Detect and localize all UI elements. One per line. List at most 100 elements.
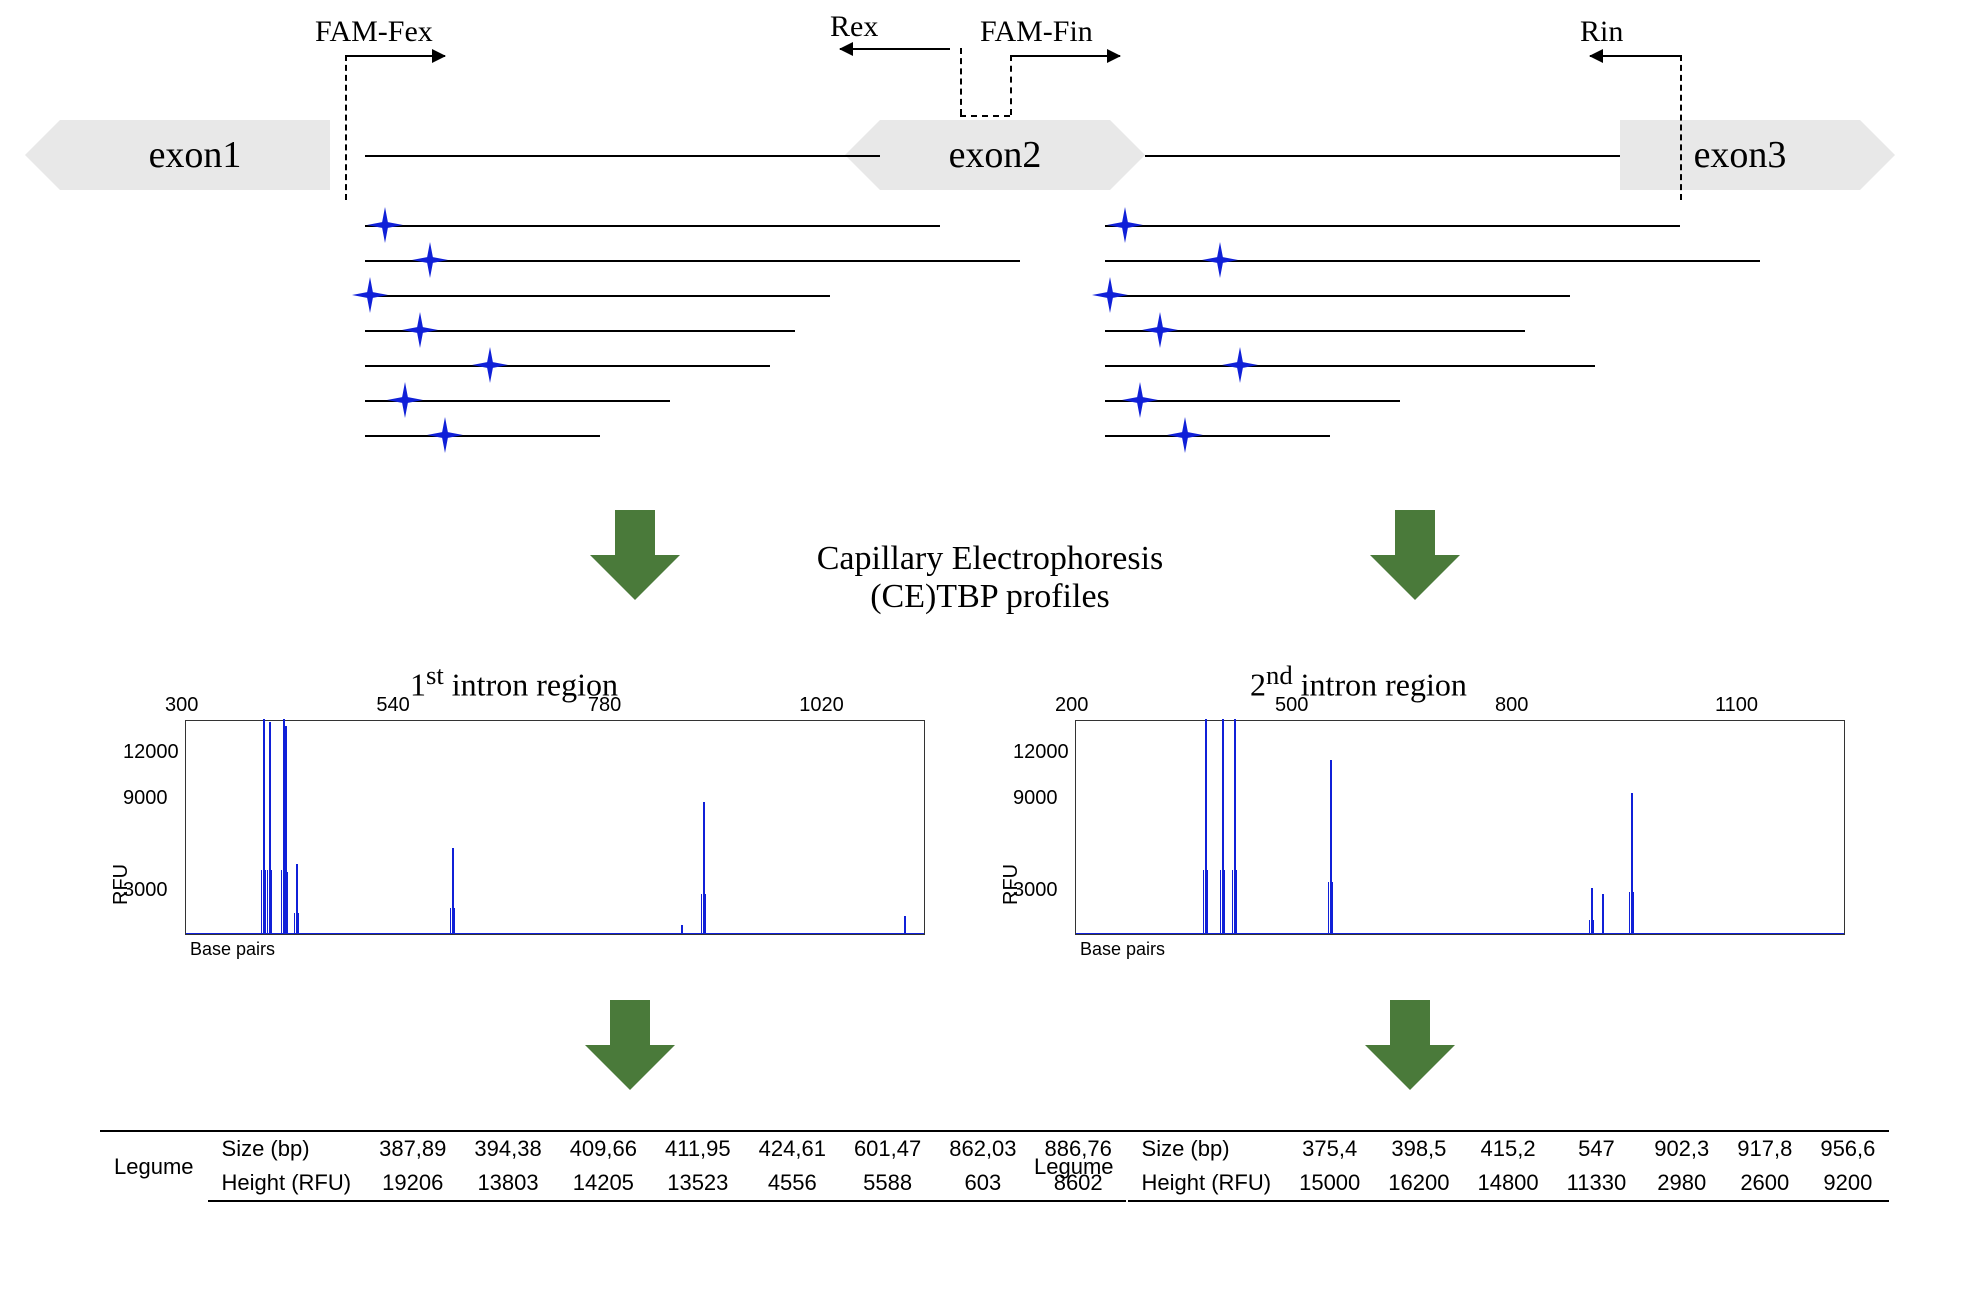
cell: 16200 bbox=[1374, 1166, 1463, 1201]
primer-dash-rin bbox=[1680, 55, 1682, 200]
row-label: Size (bp) bbox=[1128, 1131, 1286, 1166]
exon-exon2: exon2 bbox=[880, 120, 1110, 190]
exon-exon1: exon1 bbox=[60, 120, 330, 190]
cell: 13523 bbox=[651, 1166, 745, 1201]
cell: 375,4 bbox=[1285, 1131, 1374, 1166]
cell: 917,8 bbox=[1723, 1131, 1806, 1166]
ce-profile-right bbox=[1075, 720, 1845, 935]
primer-dash-fam-fin bbox=[1010, 55, 1012, 115]
star-icon bbox=[1092, 277, 1128, 313]
star-icon bbox=[1107, 207, 1143, 243]
x-tick-label: 200 bbox=[1055, 694, 1088, 717]
star-icon bbox=[1142, 312, 1178, 348]
x-tick-label: 1020 bbox=[799, 694, 844, 717]
row-label: Height (RFU) bbox=[1128, 1166, 1286, 1201]
row-label: Height (RFU) bbox=[208, 1166, 366, 1201]
right-fragment-4 bbox=[1105, 365, 1595, 367]
row-label: Size (bp) bbox=[208, 1131, 366, 1166]
star-icon bbox=[1202, 242, 1238, 278]
right-fragment-2 bbox=[1105, 295, 1570, 297]
left-fragment-2 bbox=[365, 295, 830, 297]
cell: 398,5 bbox=[1374, 1131, 1463, 1166]
left-fragment-0 bbox=[365, 225, 940, 227]
primer-label-fam-fin: FAM-Fin bbox=[980, 15, 1093, 49]
cell: 409,66 bbox=[556, 1131, 651, 1166]
data-table-left: LegumeSize (bp)387,89394,38409,66411,954… bbox=[100, 1130, 1126, 1202]
star-icon bbox=[1167, 417, 1203, 453]
cell: 2600 bbox=[1723, 1166, 1806, 1201]
x-tick-label: 780 bbox=[588, 694, 621, 717]
x-axis-label: Base pairs bbox=[190, 939, 275, 960]
down-arrow-icon bbox=[585, 1000, 675, 1090]
mid-title: Capillary Electrophoresis(CE)TBP profile… bbox=[740, 540, 1240, 616]
left-fragment-1 bbox=[365, 260, 1020, 262]
star-icon bbox=[472, 347, 508, 383]
data-table-right: LegumeSize (bp)375,4398,5415,2547902,391… bbox=[1020, 1130, 1889, 1202]
star-icon bbox=[352, 277, 388, 313]
exon-exon3: exon3 bbox=[1620, 120, 1860, 190]
dash-connector bbox=[960, 115, 1010, 117]
mid-title-line2: (CE)TBP profiles bbox=[740, 578, 1240, 616]
cell: 11330 bbox=[1553, 1166, 1641, 1201]
left-fragment-4 bbox=[365, 365, 770, 367]
primer-label-rex: Rex bbox=[830, 10, 878, 44]
ce-profile-left bbox=[185, 720, 925, 935]
peak bbox=[904, 916, 906, 934]
x-tick-label: 500 bbox=[1275, 694, 1308, 717]
x-tick-label: 300 bbox=[165, 694, 198, 717]
cell: 547 bbox=[1553, 1131, 1641, 1166]
y-tick-label: 12000 bbox=[123, 741, 179, 764]
star-icon bbox=[427, 417, 463, 453]
sample-label: Legume bbox=[1020, 1131, 1128, 1201]
cell: 394,38 bbox=[460, 1131, 555, 1166]
y-tick-label: 9000 bbox=[123, 787, 168, 810]
exon-label: exon2 bbox=[949, 133, 1042, 177]
sample-label: Legume bbox=[100, 1131, 208, 1201]
region-title: 1st intron region bbox=[410, 660, 618, 704]
star-icon bbox=[402, 312, 438, 348]
star-icon bbox=[387, 382, 423, 418]
right-fragment-6 bbox=[1105, 435, 1330, 437]
cell: 9200 bbox=[1806, 1166, 1889, 1201]
down-arrow-icon bbox=[590, 510, 680, 600]
cell: 902,3 bbox=[1640, 1131, 1723, 1166]
exon-label: exon3 bbox=[1694, 133, 1787, 177]
cell: 387,89 bbox=[365, 1131, 460, 1166]
primer-label-fam-fex: FAM-Fex bbox=[315, 15, 433, 49]
down-arrow-icon bbox=[1370, 510, 1460, 600]
y-tick-label: 9000 bbox=[1013, 787, 1058, 810]
primer-arrow-fam-fin bbox=[1010, 55, 1120, 57]
x-tick-label: 540 bbox=[376, 694, 409, 717]
peak bbox=[1602, 894, 1604, 934]
cell: 862,03 bbox=[935, 1131, 1030, 1166]
primer-arrow-fam-fex bbox=[345, 55, 445, 57]
cell: 19206 bbox=[365, 1166, 460, 1201]
intron-line-1 bbox=[1145, 155, 1620, 157]
cell: 424,61 bbox=[745, 1131, 840, 1166]
primer-arrow-rex bbox=[840, 48, 950, 50]
cell: 13803 bbox=[460, 1166, 555, 1201]
cell: 415,2 bbox=[1463, 1131, 1552, 1166]
cell: 15000 bbox=[1285, 1166, 1374, 1201]
x-tick-label: 1100 bbox=[1715, 694, 1758, 717]
primer-dash-fam-fex bbox=[345, 55, 347, 200]
cell: 14800 bbox=[1463, 1166, 1552, 1201]
mid-title-line1: Capillary Electrophoresis bbox=[740, 540, 1240, 578]
cell: 2980 bbox=[1640, 1166, 1723, 1201]
y-axis-label: RFU bbox=[1000, 864, 1023, 905]
cell: 956,6 bbox=[1806, 1131, 1889, 1166]
cell: 14205 bbox=[556, 1166, 651, 1201]
y-axis-label: RFU bbox=[110, 864, 133, 905]
intron-line-0 bbox=[365, 155, 880, 157]
x-axis-label: Base pairs bbox=[1080, 939, 1165, 960]
y-tick-label: 12000 bbox=[1013, 741, 1069, 764]
cell: 603 bbox=[935, 1166, 1030, 1201]
primer-label-rin: Rin bbox=[1580, 15, 1623, 49]
primer-arrow-rin bbox=[1590, 55, 1680, 57]
star-icon bbox=[367, 207, 403, 243]
left-fragment-6 bbox=[365, 435, 600, 437]
star-icon bbox=[1122, 382, 1158, 418]
x-tick-label: 800 bbox=[1495, 694, 1528, 717]
right-fragment-0 bbox=[1105, 225, 1680, 227]
cell: 4556 bbox=[745, 1166, 840, 1201]
